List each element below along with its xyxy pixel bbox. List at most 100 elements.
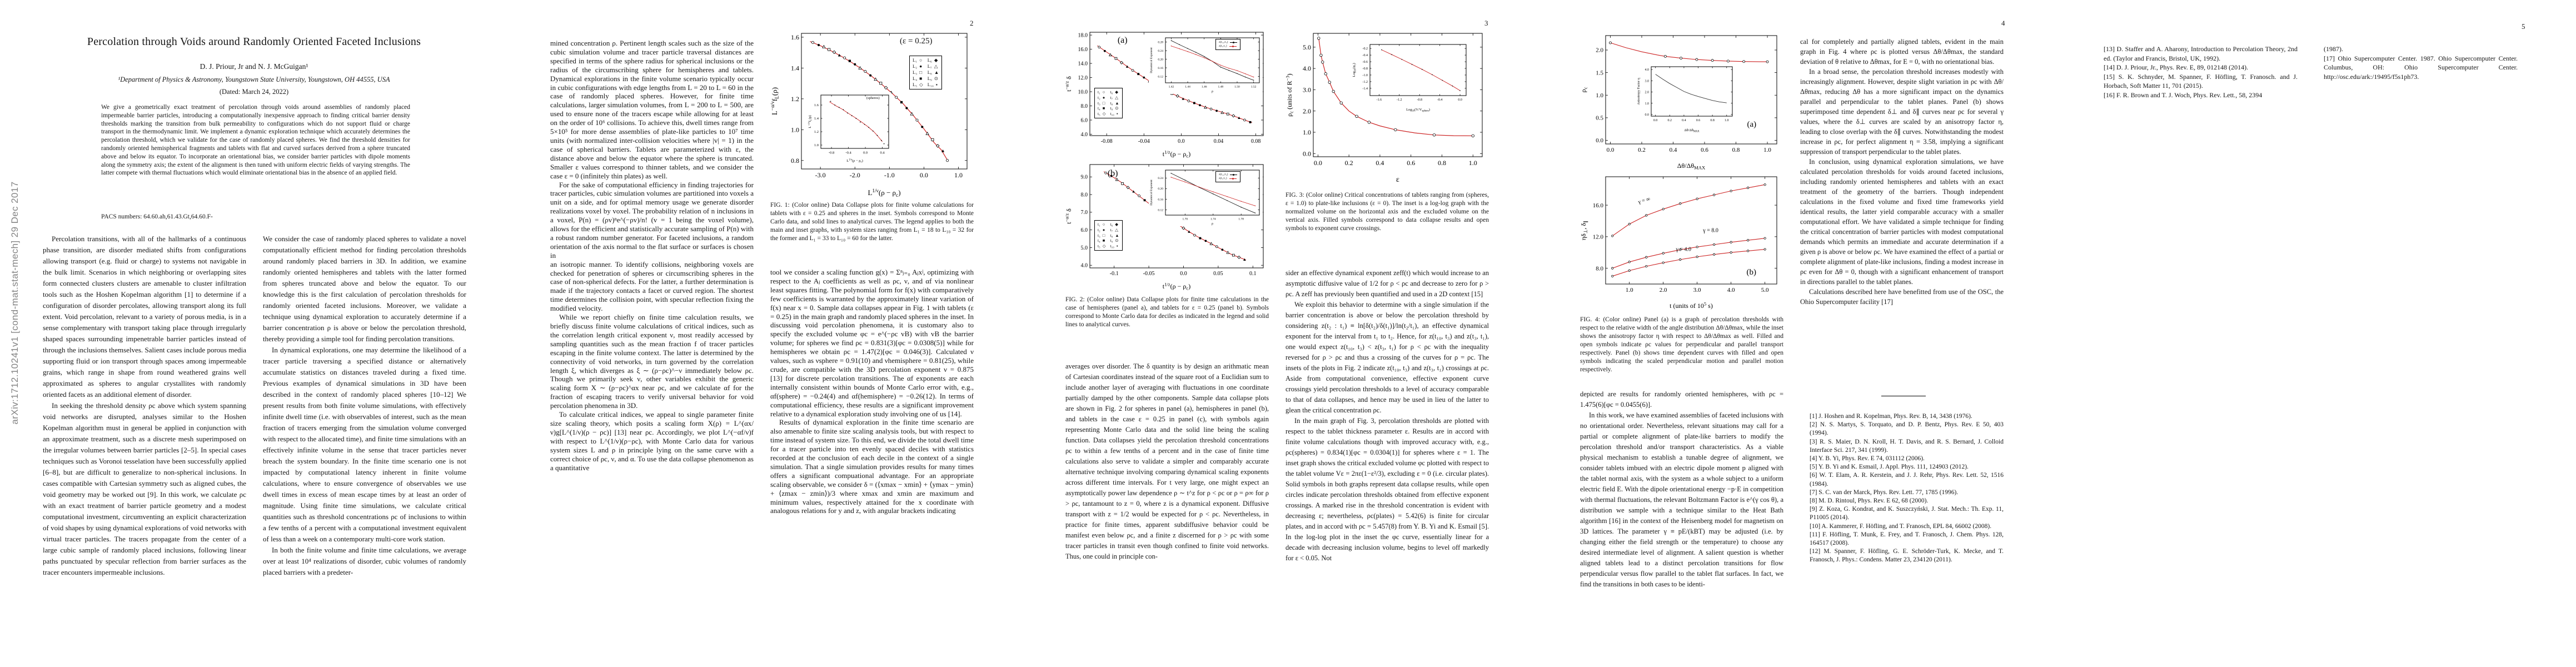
- reference: [8] M. D. Rintoul, Phys. Rev. E 62, 68 (…: [1810, 497, 1929, 505]
- svg-text:-0.4: -0.4: [1363, 54, 1368, 57]
- svg-text:1.44: 1.44: [1185, 86, 1190, 89]
- svg-text:Δθ/ΔθMAX: Δθ/ΔθMAX: [1677, 162, 1706, 170]
- paragraph: depicted are results for randomly orient…: [1580, 390, 1783, 409]
- svg-text:1.46: 1.46: [1202, 86, 1207, 89]
- paragraph: In a broad sense, the percolation thresh…: [1800, 68, 2004, 156]
- reference: [13] D. Staffer and A. Aharony, Introduc…: [2104, 45, 2298, 62]
- figure-4a-plot: 0.0 0.2 0.4 0.6 0.8 1.0 0.0 1.0 2.0 3.0 4.0 Δθ/ΔθMA…: [1580, 32, 1783, 170]
- svg-text:1.0: 1.0: [1763, 147, 1771, 153]
- svg-text:L−α/νfL(ρ): L−α/νfL(ρ): [808, 115, 813, 128]
- paragraph: In both the finite volume and finite tim…: [263, 546, 466, 576]
- reference: [4] Y. B. Yi, Phys. Rev. E 74, 031112 (2…: [1810, 455, 1925, 462]
- reference: [9] Z. Koza, G. Kondrat, and K. Suszczyń…: [1810, 506, 2004, 521]
- svg-text:0.20: 0.20: [1158, 187, 1163, 191]
- svg-text:(b): (b): [1747, 268, 1757, 277]
- svg-text:ρc (units of R−3): ρc (units of R−3): [1285, 73, 1294, 116]
- paragraph: sider an effective dynamical exponent ze…: [1285, 269, 1489, 298]
- paragraph: cal for completely and partially aligned…: [1800, 38, 2004, 66]
- reference: [10] A. Kammerer, F. Höfling, and T. Fra…: [1810, 522, 1992, 530]
- figure-2b-plot: z(t₁₀:t₃) z(t₃:t₁) 1.70 1.74 1.78 0.12 0.16 0.…: [1065, 161, 1269, 290]
- svg-text:-0.05: -0.05: [1143, 271, 1155, 277]
- svg-text:2.0: 2.0: [1596, 47, 1603, 54]
- svg-text:18.0: 18.0: [1078, 32, 1088, 38]
- svg-text:-0.2: -0.2: [1363, 47, 1368, 51]
- svg-text:L−α/νfL(ρ): L−α/νfL(ρ): [770, 87, 780, 115]
- svg-text:0.4: 0.4: [1376, 159, 1384, 167]
- paragraph: Calculations described here have benefit…: [1800, 288, 2004, 306]
- reference: [7] S. C. van der Marck, Phys. Rev. Lett…: [1810, 489, 1959, 496]
- svg-text:-0.1: -0.1: [1110, 271, 1119, 277]
- svg-text:12.0: 12.0: [1078, 75, 1088, 81]
- p2-column-2: tool we consider a scaling function g(x)…: [770, 268, 974, 515]
- figure-4a-inset: 0.0 0.2 0.4 0.6 0.8 1.0 0.0 1.0 2.0 3.0 4.0 Δθ/ΔθMA…: [1636, 63, 1736, 133]
- svg-text:1.70: 1.70: [1183, 218, 1188, 221]
- svg-text:1.0: 1.0: [1626, 287, 1633, 293]
- svg-text:t1/z(ρ − ρc): t1/z(ρ − ρc): [1163, 149, 1190, 158]
- reference: [15] S. K. Schnyder, M. Spanner, F. Höfl…: [2104, 72, 2298, 90]
- paragraph: mined concentration ρ. Pertinent length …: [550, 39, 754, 180]
- p4-column-2: cal for completely and partially aligned…: [1800, 37, 2004, 307]
- svg-text:L1/ν(ρ − ρc): L1/ν(ρ − ρc): [868, 188, 900, 197]
- svg-text:ρ: ρ: [1212, 90, 1213, 93]
- svg-text:0.0: 0.0: [1596, 137, 1603, 144]
- svg-text:5.0: 5.0: [1761, 287, 1769, 293]
- svg-text:0.0: 0.0: [1607, 147, 1615, 153]
- svg-text:ρ: ρ: [1212, 222, 1213, 226]
- svg-text:0.0: 0.0: [1180, 271, 1187, 277]
- reference-continuation: (1987).: [2324, 45, 2343, 53]
- reference: [11] F. Höfling, T. Munk, E. Frey, and T…: [1810, 531, 2004, 547]
- svg-text:0.6: 0.6: [1696, 119, 1701, 122]
- svg-text:1.2: 1.2: [791, 95, 799, 103]
- paragraph: In conclusion, using dynamical explorati…: [1800, 158, 2004, 286]
- svg-text:Dynamical Exponent: Dynamical Exponent: [1150, 47, 1153, 73]
- reference: [2] N. S. Martys, S. Torquato, and D. P.…: [1810, 421, 2004, 437]
- svg-text:Log10(φc): Log10(φc): [1352, 63, 1357, 77]
- svg-text:4.0: 4.0: [1727, 287, 1735, 293]
- svg-text:0.08: 0.08: [1251, 138, 1261, 145]
- figure-3-plot: -1.6 -1.2 -0.8 -0.4 0.0 -1.4 -1.2 -1.0 -0.8 -0.6 -…: [1285, 29, 1489, 183]
- svg-text:1.42: 1.42: [1169, 86, 1174, 89]
- svg-text:γ = 4.0: γ = 4.0: [1675, 246, 1691, 252]
- paragraph: For the sake of computational efficiency…: [550, 180, 754, 260]
- paragraph: an isotropic manner. To identify collisi…: [550, 260, 754, 313]
- svg-text:1.0: 1.0: [1469, 159, 1477, 167]
- p2-column-1: mined concentration ρ. Pertinent length …: [550, 39, 754, 472]
- svg-text:0.8: 0.8: [791, 157, 799, 165]
- reference: [3] R. S. Maier, D. N. Kroll, H. T. Davi…: [1810, 438, 2004, 454]
- svg-text:0.12: 0.12: [1158, 208, 1163, 212]
- paragraph: In the main graph of Fig. 3, percolation…: [1285, 417, 1489, 562]
- svg-text:Anisotropy Factor η: Anisotropy Factor η: [1637, 78, 1641, 104]
- svg-text:0.5: 0.5: [1596, 115, 1603, 122]
- figure-2a-plot: z(t₁₀:t₃) z(t₃:t₁) 1.42 1.44 1.46 1.48 1.50 1.…: [1065, 29, 1269, 158]
- svg-text:0.28: 0.28: [1158, 41, 1163, 44]
- page-number: 5: [2522, 22, 2525, 31]
- svg-text:Log10(V/Vsphere): Log10(V/Vsphere): [1406, 108, 1430, 112]
- svg-text:1.78: 1.78: [1238, 218, 1244, 221]
- svg-text:1.0: 1.0: [791, 126, 799, 133]
- svg-text:4.0: 4.0: [1645, 68, 1650, 72]
- svg-text:0.2: 0.2: [1345, 159, 1353, 167]
- svg-text:16.0: 16.0: [1078, 47, 1088, 53]
- svg-text:0.4: 0.4: [1682, 119, 1686, 122]
- dated-line: (Dated: March 24, 2022): [219, 88, 289, 96]
- paragraph: While we report chiefly on finite time c…: [550, 313, 754, 410]
- svg-text:0.16: 0.16: [1158, 67, 1163, 70]
- svg-text:1.52: 1.52: [1251, 86, 1257, 89]
- page-number: 3: [1484, 19, 1488, 27]
- svg-text:8.0: 8.0: [1596, 265, 1603, 272]
- svg-text:ρc: ρc: [1580, 87, 1588, 92]
- svg-text:1.50: 1.50: [1234, 86, 1240, 89]
- svg-text:5.0: 5.0: [1081, 245, 1088, 251]
- svg-text:3.0: 3.0: [1645, 79, 1650, 83]
- svg-text:12.0: 12.0: [1593, 234, 1604, 241]
- svg-text:16.0: 16.0: [1593, 202, 1604, 209]
- paragraph: In seeking the threshold density ρc abov…: [43, 401, 246, 576]
- paragraph: We consider the case of randomly placed …: [263, 235, 466, 343]
- svg-text:8.0: 8.0: [1081, 103, 1088, 109]
- svg-text:14.0: 14.0: [1078, 61, 1088, 67]
- svg-text:t1/z(ρ − ρc): t1/z(ρ − ρc): [1163, 281, 1190, 290]
- svg-text:0.24: 0.24: [1158, 177, 1163, 180]
- svg-text:(b): (b): [1108, 169, 1118, 178]
- reference: [16] F. R. Brown and T. J. Woch, Phys. R…: [2104, 91, 2263, 99]
- svg-text:8.0: 8.0: [1081, 192, 1088, 198]
